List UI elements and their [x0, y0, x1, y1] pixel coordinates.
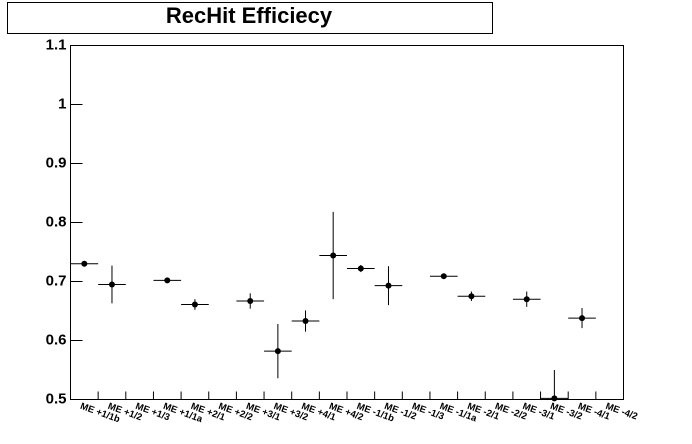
- point: [551, 395, 558, 402]
- title-box: [7, 2, 493, 34]
- point: [385, 282, 392, 289]
- point: [440, 273, 447, 280]
- y-tick-label: 0.6: [46, 331, 67, 348]
- point: [247, 297, 254, 304]
- point: [357, 265, 364, 272]
- y-tick-label: 1: [58, 95, 66, 112]
- y-tick-label: 0.7: [46, 272, 67, 289]
- y-tick-label: 0.5: [46, 390, 67, 407]
- point: [274, 348, 281, 355]
- y-tick-label: 0.9: [46, 154, 67, 171]
- point: [330, 252, 337, 259]
- point: [302, 318, 309, 325]
- point: [468, 293, 475, 300]
- point: [579, 315, 586, 322]
- point: [81, 260, 88, 267]
- point: [164, 277, 171, 284]
- point: [108, 281, 115, 288]
- point: [191, 301, 198, 308]
- point: [523, 296, 530, 303]
- y-tick-label: 0.8: [46, 213, 67, 230]
- chart-title: RecHit Efficiecy: [166, 3, 333, 28]
- y-tick-label: 1.1: [46, 36, 67, 53]
